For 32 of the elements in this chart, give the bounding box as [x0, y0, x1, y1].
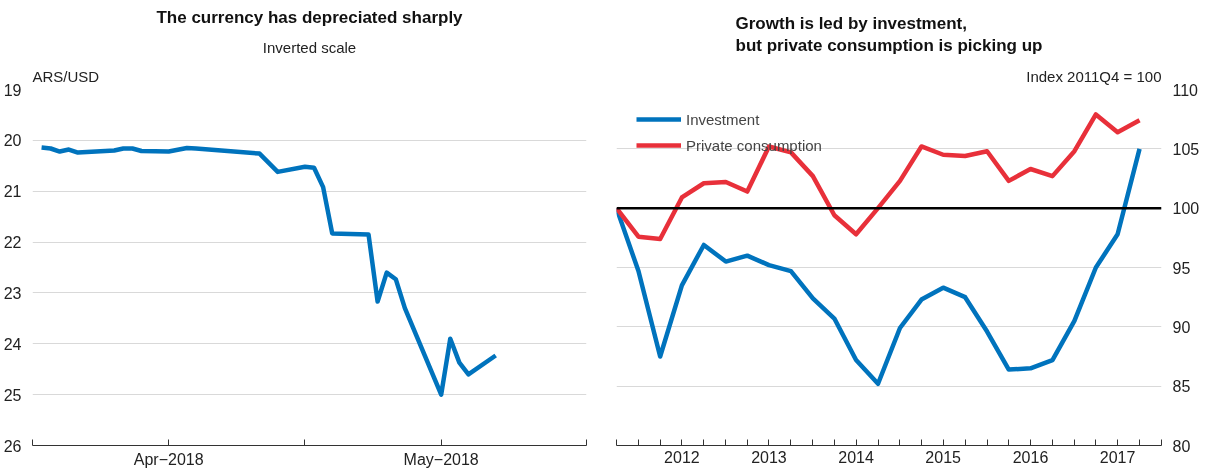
- y-tick-label: 19: [3, 81, 22, 99]
- y-tick-label: 24: [3, 335, 22, 353]
- line-series: [616, 112, 1142, 242]
- chart-title: Growth is led by investment, but private consumption is picking up: [735, 13, 1043, 56]
- y-tick-label: 21: [3, 183, 22, 201]
- x-tick-label: Apr−2018: [133, 450, 204, 468]
- chart-title: The currency has depreciated sharply: [156, 7, 464, 27]
- y2-axis-title: Index 2011Q4 = 100: [1026, 67, 1162, 85]
- y2-tick-label: 95: [1172, 259, 1191, 277]
- y-tick-label: 25: [3, 386, 22, 404]
- y-tick-label: 26: [3, 437, 22, 455]
- chart-subtitle: Inverted scale: [262, 38, 357, 56]
- x-tick-label: 2015: [925, 448, 962, 466]
- y2-tick-label: 90: [1172, 318, 1191, 336]
- y2-tick-label: 80: [1172, 437, 1191, 455]
- y2-tick-label: 110: [1172, 81, 1199, 99]
- y2-tick-label: 100: [1172, 200, 1200, 218]
- x-tick-label: 2013: [751, 448, 787, 466]
- y2-tick-label: 85: [1172, 378, 1191, 396]
- y-tick-label: 20: [3, 132, 22, 150]
- x-tick-label: 2012: [664, 448, 700, 466]
- y-axis-title: ARS/USD: [32, 67, 100, 85]
- legend-label: Private consumption: [686, 136, 822, 154]
- x-tick-label: 2017: [1099, 448, 1136, 466]
- line-series: [39, 145, 498, 397]
- x-tick-label: 2014: [838, 448, 874, 466]
- y2-tick-label: 105: [1172, 140, 1200, 158]
- x-tick-label: 2016: [1012, 448, 1049, 466]
- legend-label: Investment: [686, 110, 760, 128]
- y-tick-label: 23: [3, 284, 22, 302]
- y-tick-label: 22: [3, 234, 22, 252]
- x-tick-label: May−2018: [403, 450, 479, 468]
